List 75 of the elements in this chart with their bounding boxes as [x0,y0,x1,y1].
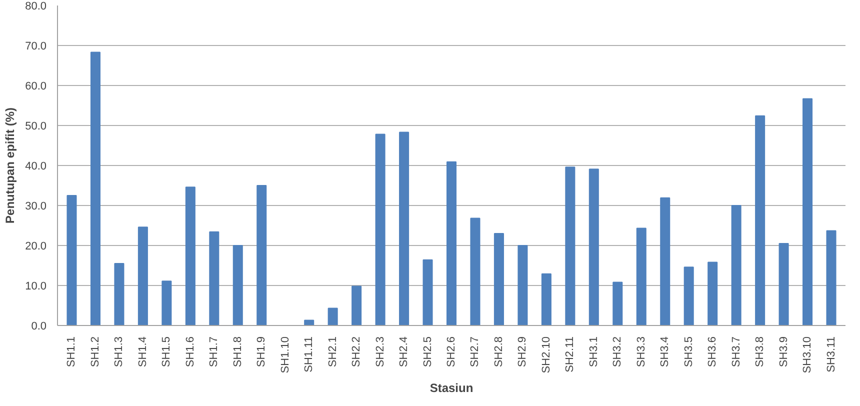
x-tick-label: SH1.2 [89,336,102,368]
x-tick-label: SH3.5 [682,336,695,368]
x-tick-label: SH1.7 [208,336,220,368]
bar [90,52,100,326]
x-tick-label: SH1.11 [303,336,316,372]
x-tick-label: SH2.5 [422,336,434,368]
x-tick-label: SH3.11 [825,336,838,372]
bar [731,205,742,326]
x-tick-label: SH3.4 [659,336,672,368]
y-tick-label: 20.0 [25,240,47,252]
bar [66,195,77,326]
bar [232,245,243,326]
bar [494,233,504,326]
y-tick-label: 70.0 [25,40,47,52]
y-tick-label: 60.0 [25,80,47,92]
x-tick-label: SH2.11 [564,336,576,372]
x-tick-label: SH2.2 [350,336,363,368]
bar [162,280,172,326]
y-tick-label: 30.0 [25,200,47,212]
bar [328,308,338,326]
x-tick-label: SH3.6 [706,336,719,368]
x-axis-title: Stasiun [430,381,474,396]
bar [446,161,457,326]
y-tick-label: 10.0 [25,280,47,292]
bar [708,262,718,326]
x-tick-label: SH3.8 [754,336,766,368]
x-tick-label: SH1.1 [66,336,78,368]
bar [588,168,599,326]
x-tick-label: SH3.3 [635,336,648,368]
bar [114,263,124,326]
bar [399,132,410,326]
bar [778,243,789,326]
bar [470,218,480,326]
bar [826,230,836,326]
bar [209,231,220,326]
bar [185,186,196,326]
bar [755,115,766,326]
bar [565,166,576,326]
x-tick-label: SH1.6 [184,336,196,368]
bar [256,185,267,326]
x-tick-label: SH1.5 [160,336,173,368]
x-tick-label: SH2.3 [374,336,386,368]
y-axis-title: Penutupan epifit (%) [3,107,18,224]
y-tick-label: 0.0 [31,320,47,332]
bar [375,134,386,326]
x-tick-label: SH2.9 [516,336,529,368]
x-tick-label: SH3.7 [730,336,742,368]
bar [636,228,646,326]
x-tick-label: SH2.1 [326,336,339,368]
bar [352,286,362,326]
x-tick-label: SH2.8 [492,336,505,368]
x-tick-label: SH1.3 [113,336,126,368]
bar [660,197,670,326]
x-tick-label: SH2.6 [446,336,458,368]
x-tick-label: SH2.10 [540,336,552,374]
y-tick-label: 80.0 [25,0,47,12]
x-tick-label: SH1.8 [232,336,244,368]
y-tick-label: 50.0 [25,120,47,132]
bar [518,245,528,326]
bar [802,98,813,326]
bar [422,259,433,326]
x-tick-label: SH1.10 [279,336,292,374]
x-tick-label: SH1.9 [256,336,268,368]
bar [684,266,694,326]
x-tick-label: SH3.2 [612,336,624,368]
bar [138,226,148,326]
x-tick-label: SH3.1 [588,336,600,368]
x-tick-label: SH3.10 [802,336,814,374]
x-tick-label: SH1.4 [136,336,149,368]
x-tick-label: SH3.9 [778,336,790,368]
x-tick-label: SH2.7 [469,336,482,368]
bar [541,273,552,326]
x-tick-label: SH2.4 [398,336,410,368]
y-tick-label: 40.0 [25,160,47,172]
bar [612,282,623,326]
